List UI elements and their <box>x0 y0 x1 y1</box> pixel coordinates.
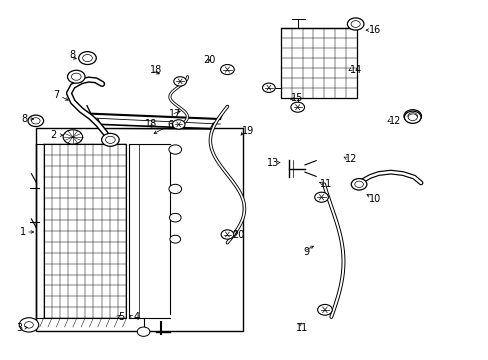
Circle shape <box>407 114 416 121</box>
Text: 7: 7 <box>54 90 60 100</box>
Text: 18: 18 <box>144 120 157 129</box>
Circle shape <box>290 102 304 112</box>
Text: 1: 1 <box>20 227 26 237</box>
Circle shape <box>168 184 181 194</box>
Text: 18: 18 <box>149 64 162 75</box>
Circle shape <box>354 181 363 188</box>
Circle shape <box>19 318 39 332</box>
Circle shape <box>31 118 40 124</box>
Circle shape <box>24 321 33 328</box>
Circle shape <box>71 73 81 80</box>
Circle shape <box>105 136 115 143</box>
Circle shape <box>221 230 233 239</box>
Circle shape <box>173 77 186 86</box>
Circle shape <box>102 134 119 146</box>
Circle shape <box>407 113 417 120</box>
Circle shape <box>28 115 43 127</box>
Text: 6: 6 <box>167 121 173 130</box>
Circle shape <box>82 54 92 62</box>
Text: 11: 11 <box>295 323 307 333</box>
Circle shape <box>314 192 328 202</box>
Circle shape <box>67 70 85 83</box>
Circle shape <box>262 83 275 93</box>
Text: 17: 17 <box>169 109 181 119</box>
Bar <box>36 128 243 330</box>
Text: 15: 15 <box>290 93 303 103</box>
Circle shape <box>169 213 181 222</box>
Circle shape <box>317 305 331 315</box>
Circle shape <box>404 111 420 123</box>
Circle shape <box>137 327 150 336</box>
Text: 5: 5 <box>118 312 124 322</box>
Text: 10: 10 <box>368 194 381 204</box>
Text: 19: 19 <box>242 126 254 135</box>
Text: 11: 11 <box>320 179 332 189</box>
Text: 2: 2 <box>50 130 57 140</box>
Text: 14: 14 <box>349 64 361 75</box>
Circle shape <box>79 51 96 64</box>
Text: 3: 3 <box>16 323 22 333</box>
Text: 4: 4 <box>133 312 139 322</box>
Circle shape <box>168 145 181 154</box>
Circle shape <box>63 130 82 144</box>
Bar <box>281 28 356 98</box>
Text: 12: 12 <box>387 116 400 126</box>
Circle shape <box>220 64 234 75</box>
Circle shape <box>169 235 180 243</box>
Circle shape <box>346 18 363 30</box>
Bar <box>43 144 126 318</box>
Text: 16: 16 <box>368 25 381 35</box>
Text: 20: 20 <box>232 230 244 239</box>
Circle shape <box>350 21 360 27</box>
Text: 8: 8 <box>70 50 76 60</box>
Text: 13: 13 <box>266 158 278 168</box>
Text: 20: 20 <box>203 55 215 65</box>
Circle shape <box>350 179 366 190</box>
Circle shape <box>172 120 184 129</box>
Text: 12: 12 <box>344 154 356 164</box>
Text: 8: 8 <box>21 114 27 124</box>
Circle shape <box>403 110 421 123</box>
Text: 9: 9 <box>303 247 309 257</box>
